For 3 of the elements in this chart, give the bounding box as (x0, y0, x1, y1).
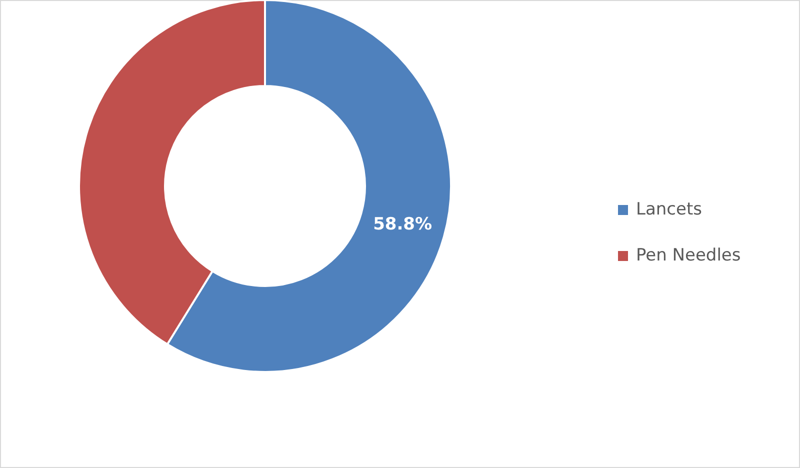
data-label: 58.8% (373, 214, 432, 235)
legend-label: Pen Needles (636, 246, 741, 266)
legend-label: Lancets (636, 200, 702, 220)
